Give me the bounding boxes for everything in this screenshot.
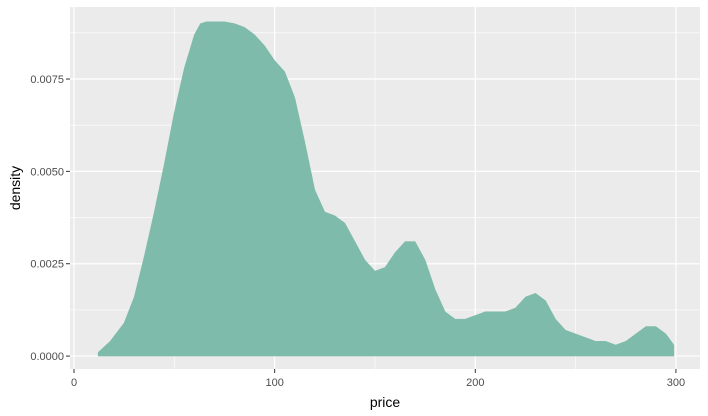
y-axis: 0.0000 0.0025 0.0050 0.0075	[30, 74, 70, 363]
x-axis: 0 100 200 300	[71, 369, 685, 389]
density-area-layer	[97, 21, 675, 357]
x-axis-title: price	[370, 394, 401, 410]
x-tick-label: 100	[265, 377, 283, 389]
x-tick-label: 200	[466, 377, 484, 389]
y-axis-title: density	[7, 166, 23, 210]
density-area-0	[97, 21, 675, 357]
y-tick-label: 0.0025	[30, 259, 64, 271]
x-tick-label: 0	[71, 377, 77, 389]
y-tick-label: 0.0000	[30, 351, 64, 363]
y-tick-label: 0.0075	[30, 74, 64, 86]
x-tick-label: 300	[667, 377, 685, 389]
y-tick-label: 0.0050	[30, 166, 64, 178]
